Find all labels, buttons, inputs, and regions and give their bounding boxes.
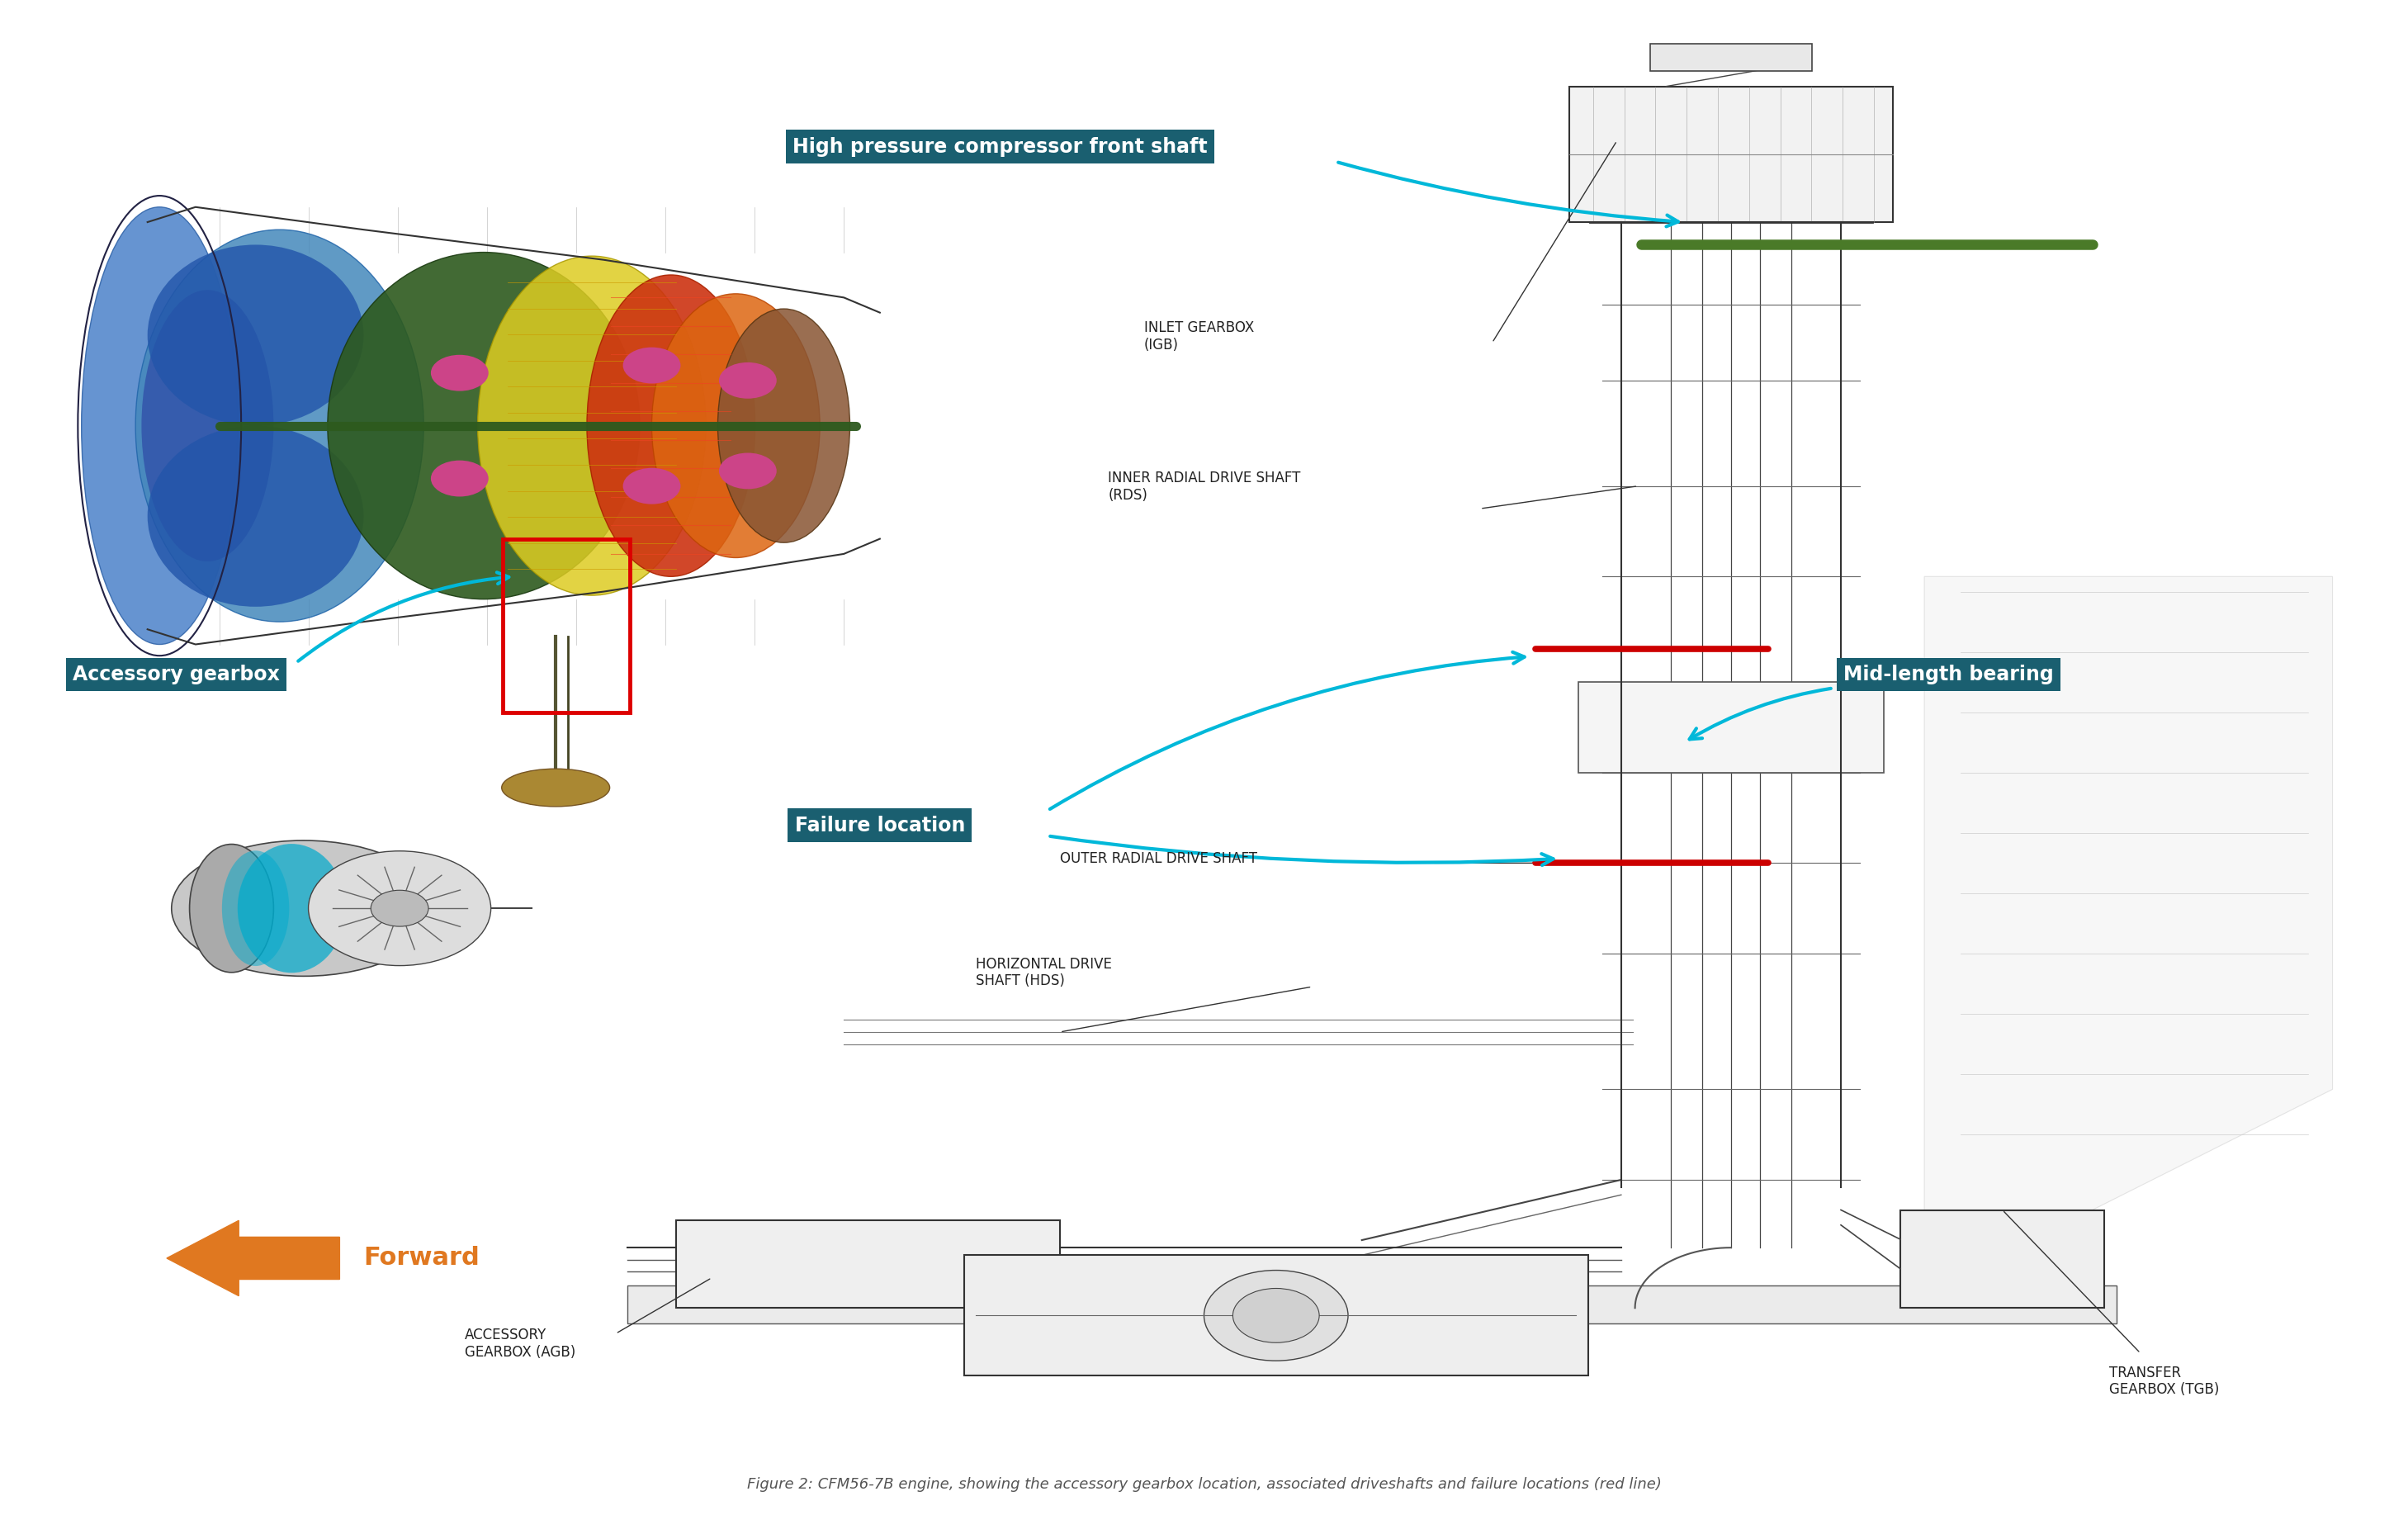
Text: Failure location: Failure location: [795, 815, 966, 835]
Text: ACCESSORY
GEARBOX (AGB): ACCESSORY GEARBOX (AGB): [465, 1327, 576, 1359]
Ellipse shape: [238, 844, 347, 973]
Bar: [1577, 682, 1883, 773]
Ellipse shape: [588, 274, 756, 577]
Bar: [1900, 1210, 2105, 1307]
Circle shape: [431, 355, 489, 391]
FancyArrowPatch shape: [1050, 836, 1553, 865]
Ellipse shape: [99, 192, 879, 659]
Bar: [963, 1256, 1589, 1376]
Ellipse shape: [147, 245, 364, 426]
Ellipse shape: [327, 253, 641, 598]
Ellipse shape: [147, 426, 364, 606]
Text: HORIZONTAL DRIVE
SHAFT (HDS): HORIZONTAL DRIVE SHAFT (HDS): [975, 956, 1112, 989]
Ellipse shape: [142, 289, 275, 562]
Bar: [628, 1285, 2117, 1323]
Circle shape: [308, 851, 491, 965]
Text: OUTER RADIAL DRIVE SHAFT: OUTER RADIAL DRIVE SHAFT: [1060, 851, 1257, 867]
Bar: [1570, 86, 1893, 223]
Bar: [1649, 44, 1813, 71]
Ellipse shape: [135, 230, 424, 621]
Text: INNER RADIAL DRIVE SHAFT
(RDS): INNER RADIAL DRIVE SHAFT (RDS): [1108, 471, 1300, 503]
Circle shape: [624, 468, 681, 504]
Ellipse shape: [82, 208, 238, 644]
Text: Mid-length bearing: Mid-length bearing: [1842, 665, 2054, 685]
Bar: [503, 539, 631, 712]
Circle shape: [624, 347, 681, 383]
Circle shape: [720, 362, 778, 398]
FancyArrowPatch shape: [1050, 651, 1524, 809]
Text: TRANSFER
GEARBOX (TGB): TRANSFER GEARBOX (TGB): [2109, 1365, 2220, 1397]
FancyArrowPatch shape: [299, 573, 508, 661]
Text: INLET GEARBOX
(IGB): INLET GEARBOX (IGB): [1144, 320, 1255, 351]
Polygon shape: [1924, 577, 2333, 1210]
Circle shape: [1233, 1288, 1320, 1342]
FancyArrow shape: [166, 1221, 340, 1295]
Text: Forward: Forward: [364, 1247, 479, 1270]
Ellipse shape: [653, 294, 819, 558]
Ellipse shape: [477, 256, 706, 595]
Ellipse shape: [501, 768, 609, 806]
Ellipse shape: [222, 850, 289, 967]
Ellipse shape: [171, 841, 436, 976]
Circle shape: [431, 461, 489, 497]
Bar: [677, 1221, 1060, 1307]
Ellipse shape: [190, 844, 275, 973]
Circle shape: [720, 453, 778, 489]
Text: Accessory gearbox: Accessory gearbox: [72, 665, 279, 685]
Circle shape: [371, 891, 429, 926]
Circle shape: [1204, 1270, 1348, 1360]
FancyArrowPatch shape: [1339, 162, 1678, 227]
Text: Figure 2: CFM56-7B engine, showing the accessory gearbox location, associated dr: Figure 2: CFM56-7B engine, showing the a…: [746, 1477, 1662, 1492]
FancyArrowPatch shape: [1690, 688, 1830, 739]
Text: High pressure compressor front shaft: High pressure compressor front shaft: [792, 136, 1206, 156]
Ellipse shape: [718, 309, 850, 542]
